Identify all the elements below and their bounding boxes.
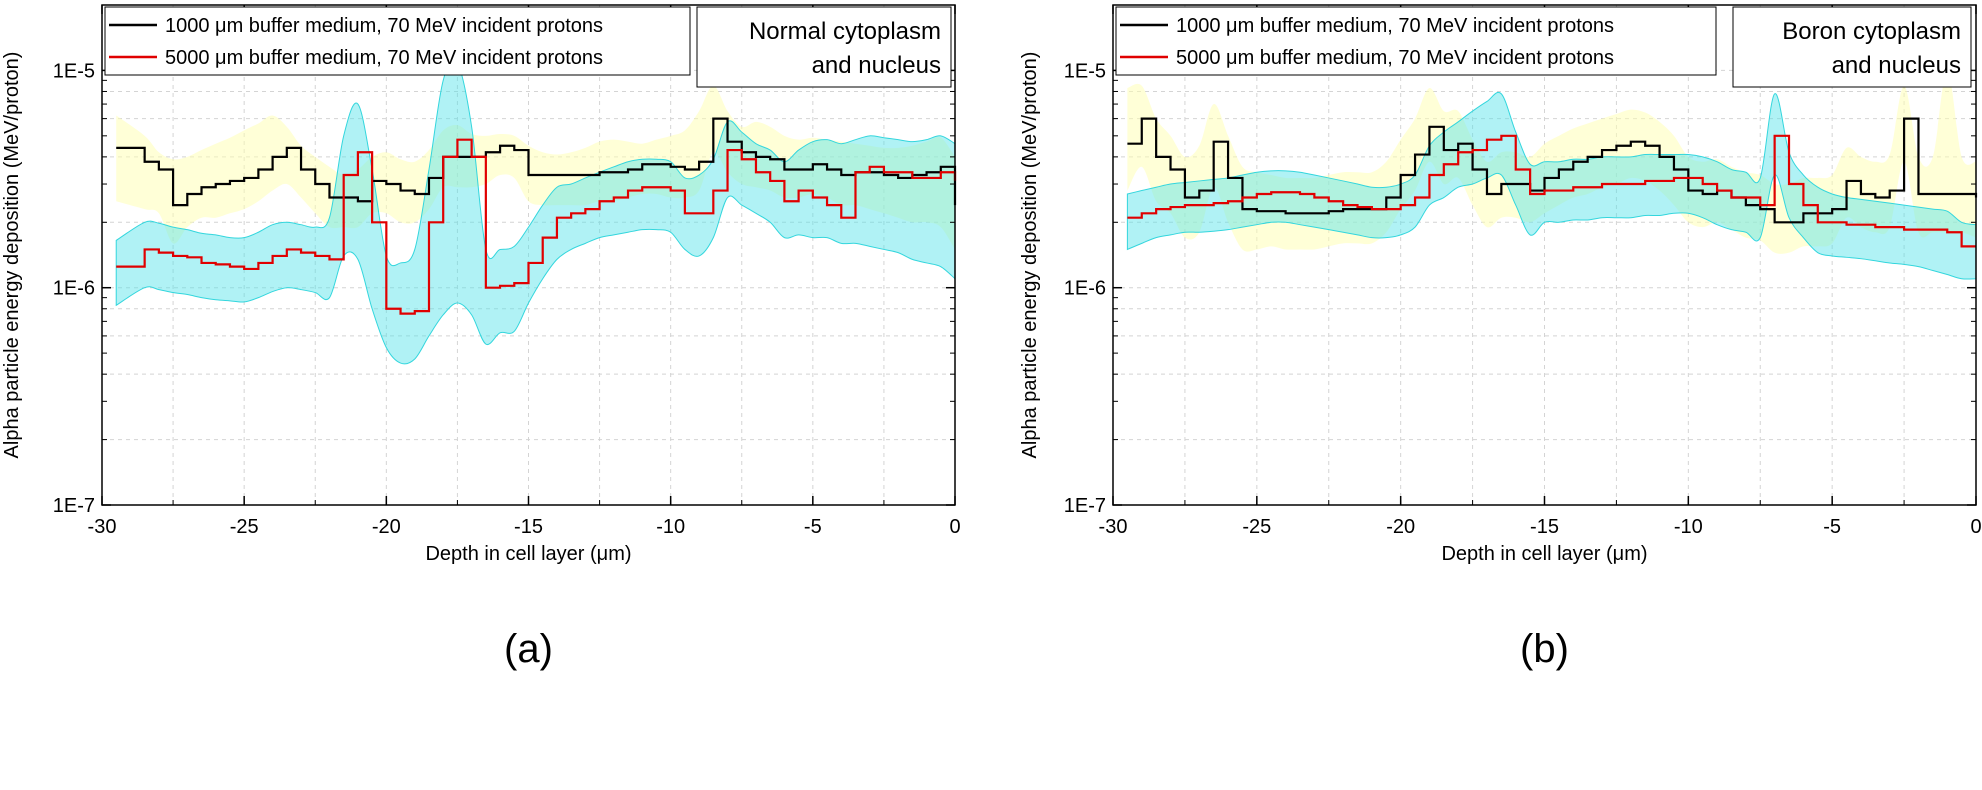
legend-label-1: 1000 μm buffer medium, 70 MeV incident p…	[165, 15, 603, 37]
series-line-1	[1127, 117, 1978, 224]
series-line-2	[1127, 134, 1976, 248]
legend: 1000 μm buffer medium, 70 MeV incident p…	[1115, 6, 1717, 76]
y-tick-label: 1E-7	[1064, 495, 1106, 517]
panel-b: -30 -25 -20 -15 -10 -5 0 1E-7 1E-6 1E-5 Depth in c…	[1019, 4, 1982, 671]
x-tick-label: -5	[1823, 516, 1841, 538]
x-tick-label: -20	[1386, 516, 1415, 538]
annotation-line-2: and nucleus	[812, 52, 941, 79]
legend-box	[104, 6, 691, 76]
annotation-line-2: and nucleus	[1832, 52, 1961, 79]
legend-box	[1115, 6, 1717, 76]
y-axis-title: Alpha particle energy deposition (MeV/pr…	[1, 52, 23, 459]
legend-label-1: 1000 μm buffer medium, 70 MeV incident p…	[1176, 15, 1614, 37]
panel-a: -30 -25 -20 -15 -10 -5 0 1E-7 1E-6 1E-5 Depth in c…	[1, 4, 961, 671]
panel-label: (b)	[1520, 627, 1569, 671]
x-tick-label: -30	[88, 516, 117, 538]
y-tick-label: 1E-5	[53, 60, 95, 82]
annotation-line-1: Normal cytoplasm	[749, 18, 941, 45]
x-tick-label: -10	[1674, 516, 1703, 538]
y-tick-label: 1E-6	[53, 278, 95, 300]
annotation: Boron cytoplasm and nucleus	[1732, 6, 1972, 88]
series-line-2	[116, 138, 957, 315]
annotation-box	[1732, 6, 1972, 88]
legend-label-2: 5000 μm buffer medium, 70 MeV incident p…	[1176, 47, 1614, 69]
y-tick-label: 1E-6	[1064, 278, 1106, 300]
y-tick-label: 1E-7	[53, 495, 95, 517]
x-tick-label: -15	[1530, 516, 1559, 538]
legend: 1000 μm buffer medium, 70 MeV incident p…	[104, 6, 691, 76]
annotation: Normal cytoplasm and nucleus	[696, 6, 952, 88]
x-tick-label: -25	[1242, 516, 1271, 538]
legend-label-2: 5000 μm buffer medium, 70 MeV incident p…	[165, 47, 603, 69]
annotation-box	[696, 6, 952, 88]
x-axis-title: Depth in cell layer (μm)	[425, 543, 631, 565]
y-axis-title: Alpha particle energy deposition (MeV/pr…	[1019, 52, 1041, 459]
uncertainty-band-1	[116, 85, 955, 250]
x-tick-label: 0	[949, 516, 960, 538]
series-line-1	[116, 117, 957, 207]
uncertainty-band-2	[115, 59, 956, 365]
panel-label: (a)	[504, 627, 553, 671]
x-tick-label: -10	[656, 516, 685, 538]
x-tick-label: -30	[1099, 516, 1128, 538]
annotation-line-1: Boron cytoplasm	[1782, 18, 1961, 45]
x-tick-label: -20	[372, 516, 401, 538]
y-tick-label: 1E-5	[1064, 60, 1106, 82]
x-tick-label: -25	[230, 516, 259, 538]
x-tick-label: -5	[804, 516, 822, 538]
x-tick-label: 0	[1970, 516, 1981, 538]
grid	[101, 4, 956, 506]
x-tick-label: -15	[514, 516, 543, 538]
x-axis-title: Depth in cell layer (μm)	[1441, 543, 1647, 565]
